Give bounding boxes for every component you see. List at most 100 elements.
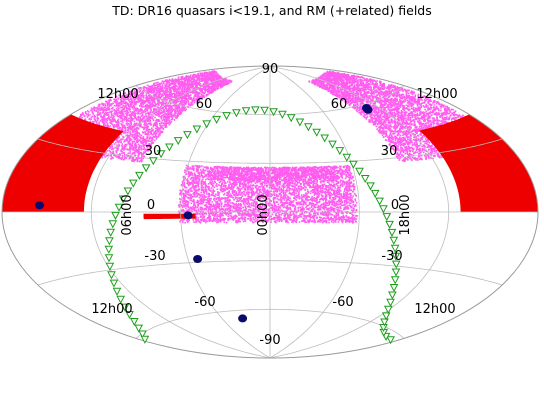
quasar-dot [166,93,169,96]
quasar-dot [157,127,160,129]
quasar-dot [144,109,146,111]
quasar-dot [134,142,136,145]
quasar-dot [200,75,203,77]
quasar-dot [153,94,155,96]
quasar-dot [185,84,188,86]
quasar-dot [151,105,153,108]
quasar-dot [220,80,222,82]
quasar-dot [184,109,187,112]
quasar-dot [158,114,160,117]
quasar-dot [101,156,104,159]
quasar-dot [133,115,135,117]
quasar-dot [159,134,161,136]
quasar-dot [180,83,183,85]
quasar-dot [162,108,165,111]
quasar-dot [213,86,215,88]
quasar-dot [160,107,162,109]
quasar-dot [129,138,132,140]
quasar-dot [114,109,117,112]
quasar-dot [126,154,128,156]
quasar-dot [104,103,107,105]
quasar-dot [175,106,178,109]
quasar-dot [195,95,198,98]
quasar-dot [191,90,194,93]
quasar-dot [183,83,185,85]
quasar-dot [184,107,186,109]
quasar-dot [168,79,171,82]
quasar-dot [126,108,128,110]
quasar-dot [175,100,177,102]
quasar-dot [156,124,158,126]
quasar-dot [165,108,168,110]
quasar-dot [173,80,176,82]
quasar-dot [159,127,161,130]
quasar-dot [129,139,132,142]
quasar-dot [117,124,120,127]
quasar-dot [203,83,206,86]
quasar-dot [126,148,129,151]
quasar-dot [132,136,134,138]
quasar-dot [148,134,150,136]
quasar-dot [432,123,435,125]
quasar-dot [108,102,110,104]
quasar-dot [132,131,134,134]
quasar-dot [119,106,122,109]
quasar-dot [141,91,143,94]
quasar-dot [105,124,107,127]
quasar-dot [420,137,422,139]
quasar-dot [116,102,118,104]
quasar-dot [206,81,208,84]
quasar-dot [166,79,169,82]
quasar-dot [193,100,195,102]
quasar-dot [145,115,147,117]
quasar-dot [223,83,226,86]
quasar-dot [118,156,121,158]
quasar-dot [169,103,172,105]
quasar-dot [174,112,176,115]
quasar-dot [205,93,208,96]
quasar-dot [212,83,215,86]
quasar-dot [171,109,174,111]
quasar-dot [121,128,123,131]
quasar-dot [106,119,108,121]
quasar-dot [174,116,176,118]
quasar-dot [143,105,145,108]
quasar-dot [139,120,142,122]
quasar-dot [138,116,140,119]
quasar-dot [143,128,145,131]
quasar-dot [155,104,157,107]
quasar-dot [157,136,160,138]
quasar-dot [153,100,156,103]
quasar-dot [112,106,114,109]
quasar-dot [145,122,148,125]
quasar-dot [224,84,227,86]
quasar-dot [115,141,117,144]
quasar-dot [157,103,159,106]
quasar-dot [160,104,163,106]
quasar-dot [170,121,173,123]
quasar-dot [108,111,111,114]
quasar-dot [132,160,134,162]
quasar-dot [138,100,141,103]
quasar-dot [419,119,421,122]
quasar-dot [111,146,113,148]
quasar-dot [427,108,429,110]
quasar-dot [148,148,150,150]
quasar-dot [128,130,130,133]
quasar-dot [211,80,213,82]
quasar-dot [127,135,129,138]
quasar-dot [219,82,222,84]
quasar-dot [153,87,155,90]
quasar-dot [112,124,115,127]
quasar-dot [383,92,385,94]
quasar-dot [187,93,189,96]
quasar-dot [195,80,198,82]
quasar-dot [104,156,106,158]
quasar-dot [181,90,183,93]
quasar-dot [390,92,392,94]
quasar-dot [119,126,122,129]
quasar-dot [116,149,119,151]
quasar-dot [146,140,148,142]
quasar-dot [140,146,142,149]
quasar-dot [93,118,96,120]
